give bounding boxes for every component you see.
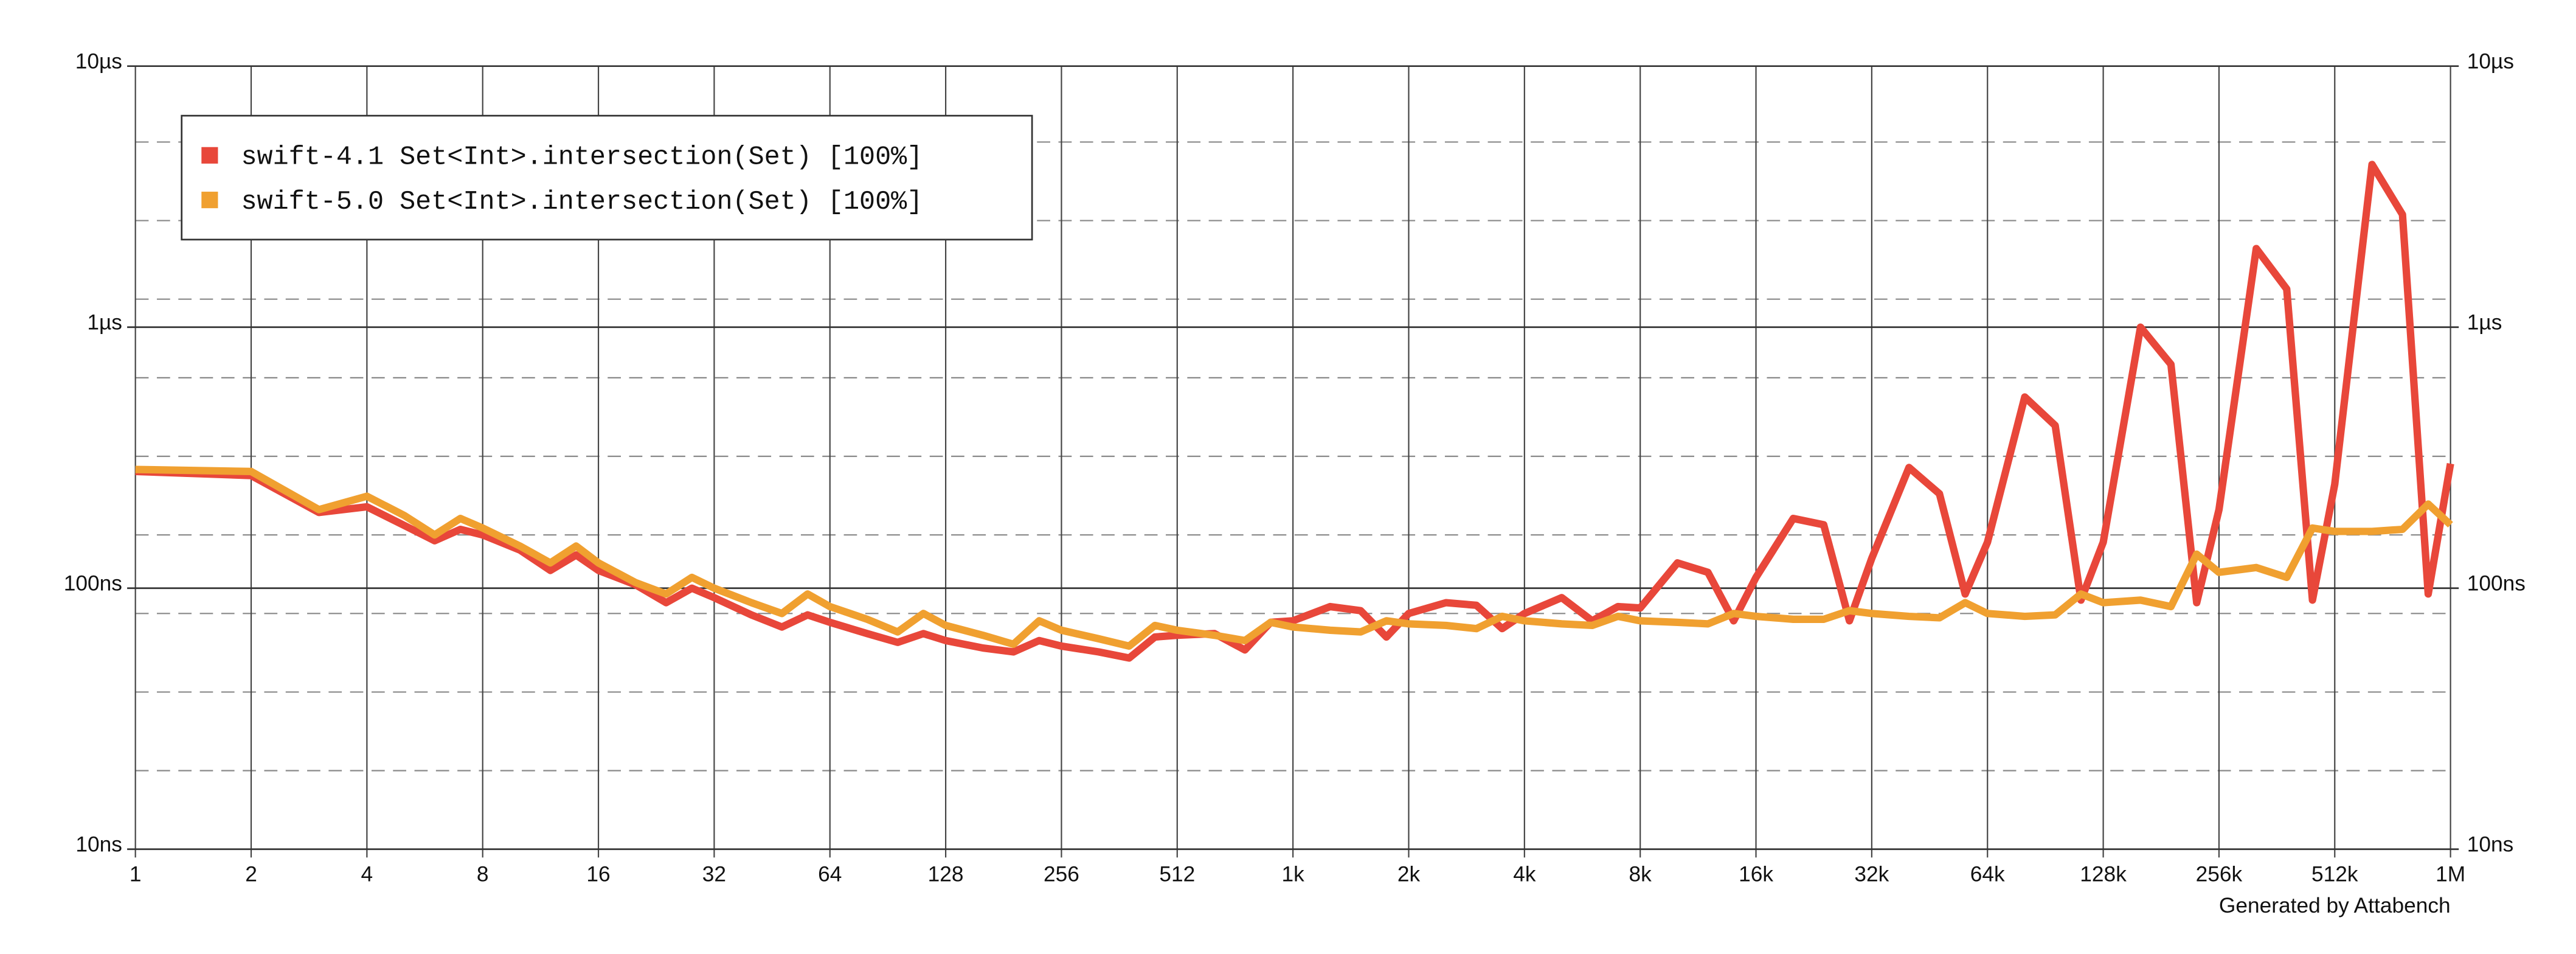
y-tick-label-right: 100ns <box>2467 572 2526 596</box>
x-tick-label: 128 <box>928 863 964 886</box>
x-tick-label: 512k <box>2311 863 2358 886</box>
y-tick-label: 10ns <box>75 833 122 857</box>
legend: swift-4.1 Set<Int>.intersection(Set) [10… <box>181 114 1033 241</box>
x-tick-label: 64 <box>818 863 842 886</box>
x-tick-label: 128k <box>2080 863 2127 886</box>
legend-label: swift-5.0 Set<Int>.intersection(Set) [10… <box>241 187 923 217</box>
legend-swatch <box>201 192 218 209</box>
y-tick-label: 100ns <box>64 572 122 596</box>
x-tick-label: 256k <box>2196 863 2243 886</box>
x-tick-label: 512 <box>1159 863 1195 886</box>
y-tick-label: 10µs <box>75 50 122 74</box>
x-tick-label: 16 <box>586 863 610 886</box>
legend-label: swift-4.1 Set<Int>.intersection(Set) [10… <box>241 142 923 172</box>
lines <box>135 161 2454 662</box>
x-tick-label: 64k <box>1970 863 2005 886</box>
x-tick-label: 1 <box>130 863 142 886</box>
series-line <box>135 465 2453 650</box>
x-tick-label: 1k <box>1282 863 1305 886</box>
x-tick-label: 256 <box>1044 863 1079 886</box>
y-tick-label-right: 10µs <box>2467 50 2514 74</box>
labels: 1 2 4 8 16 32 64 128 256 512 1k 2k 4k 8k 16k 32k 64k 128k… <box>64 50 2526 886</box>
x-tick-label: 32k <box>1854 863 1889 886</box>
x-tick-label: 4 <box>361 863 373 886</box>
y-tick-label-right: 1µs <box>2467 311 2502 335</box>
x-tick-label: 16k <box>1739 863 1773 886</box>
x-tick-label: 32 <box>702 863 726 886</box>
y-tick-label-right: 10ns <box>2467 833 2514 857</box>
x-tick-label: 2k <box>1397 863 1421 886</box>
x-tick-label: 4k <box>1513 863 1536 886</box>
legend-box <box>181 114 1033 241</box>
x-tick-label: 8 <box>477 863 489 886</box>
x-tick-label: 2 <box>245 863 257 886</box>
y-tick-label: 1µs <box>87 311 122 335</box>
footer: Generated by Attabench <box>2219 894 2451 917</box>
legend-swatch <box>201 147 218 164</box>
x-tick-label: 8k <box>1629 863 1652 886</box>
x-tick-label: 1M <box>2436 863 2465 886</box>
